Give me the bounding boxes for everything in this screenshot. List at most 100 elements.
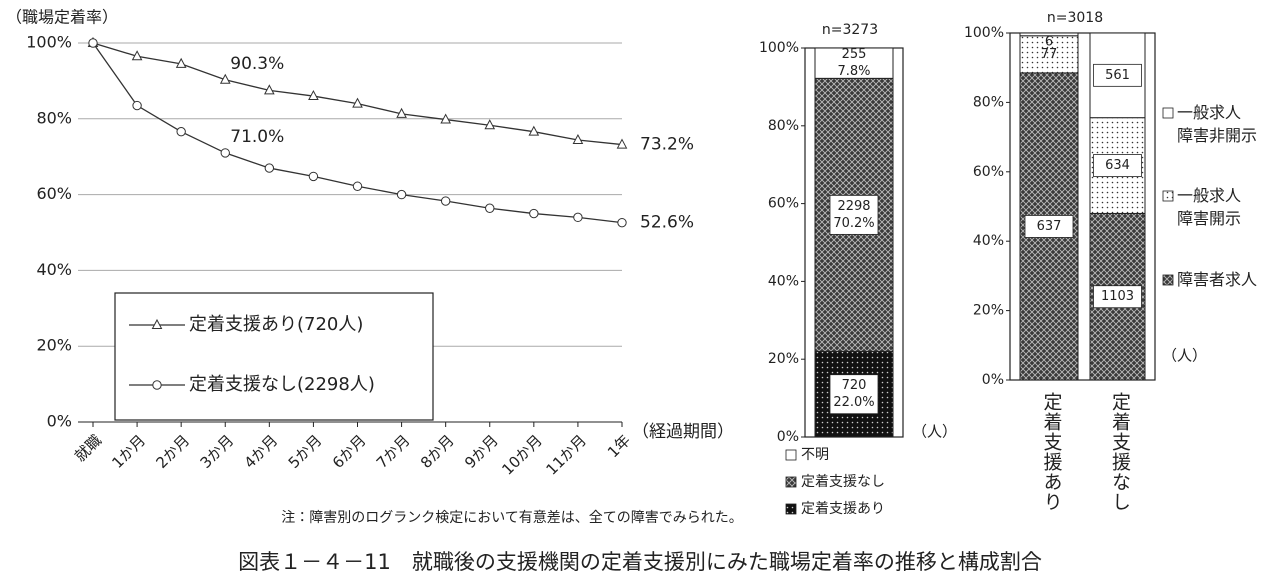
y-tick-label: 40% bbox=[973, 233, 1004, 249]
x-tick-label: 9か月 bbox=[461, 431, 502, 472]
unit-label: （人） bbox=[912, 423, 957, 441]
line-point bbox=[264, 84, 275, 95]
label-box bbox=[829, 194, 879, 235]
count-label: 720 bbox=[842, 378, 867, 393]
x-tick-label: 11か月 bbox=[542, 431, 589, 478]
plot-frame bbox=[1009, 32, 1156, 381]
x-tick-label: 7か月 bbox=[373, 431, 414, 472]
line-point bbox=[528, 125, 540, 136]
x-tick-label: 4か月 bbox=[241, 431, 282, 472]
line-point bbox=[175, 57, 187, 68]
x-tick-label: 2か月 bbox=[152, 431, 193, 472]
y-tick-label: 80% bbox=[36, 108, 72, 127]
y-axis-title: （職場定着率） bbox=[6, 8, 118, 27]
note: 注：障害別のログランク検定において有意差は、全ての障害でみられた。 bbox=[281, 510, 743, 526]
legend-swatch bbox=[1162, 274, 1174, 286]
label-box bbox=[1093, 154, 1142, 177]
label-box bbox=[1093, 63, 1142, 87]
line-point bbox=[617, 217, 627, 228]
line-point bbox=[396, 107, 407, 118]
x-tick-label: 1か月 bbox=[108, 431, 149, 472]
y-tick-label: 100% bbox=[759, 40, 799, 56]
line-point bbox=[176, 126, 186, 137]
y-tick-label: 0% bbox=[982, 372, 1004, 388]
bar-segment bbox=[1019, 35, 1079, 74]
line-point bbox=[484, 119, 496, 130]
line-point bbox=[131, 50, 143, 61]
chart-title: n=3018 bbox=[1047, 10, 1103, 26]
label-box bbox=[1024, 215, 1074, 238]
legend-swatch bbox=[785, 449, 797, 461]
x-axis-title: （経過期間） bbox=[632, 422, 734, 442]
legend-swatch bbox=[785, 503, 797, 515]
value-label: 71.0% bbox=[230, 127, 284, 147]
y-tick-label: 60% bbox=[768, 196, 799, 212]
count-label: 6 bbox=[1045, 35, 1053, 50]
value-label: 22.0% bbox=[833, 395, 874, 410]
bar-segment bbox=[1019, 32, 1079, 37]
line-point bbox=[308, 89, 319, 101]
x-tick-label: 3か月 bbox=[197, 431, 238, 472]
x-tick-label: 10か月 bbox=[498, 431, 545, 478]
count-label: 561 bbox=[1105, 68, 1130, 83]
y-tick-label: 40% bbox=[36, 260, 72, 279]
line-point bbox=[440, 113, 451, 124]
legend-label: 定着支援あり bbox=[801, 500, 885, 517]
y-tick-label: 60% bbox=[973, 164, 1004, 180]
y-tick-label: 20% bbox=[768, 351, 799, 367]
unit-label: （人） bbox=[1162, 347, 1207, 365]
count-label: 637 bbox=[1037, 219, 1062, 234]
value-label: 7.8% bbox=[837, 64, 870, 79]
line-point bbox=[132, 100, 142, 111]
value-label: 52.6% bbox=[640, 213, 694, 233]
x-tick-label: 6か月 bbox=[329, 431, 370, 472]
y-tick-label: 0% bbox=[47, 412, 72, 431]
y-tick-label: 60% bbox=[36, 184, 72, 203]
line-point bbox=[572, 133, 584, 145]
figure-caption: 図表１－４－11 就職後の支援機関の定着支援別にみた職場定着率の推移と構成割合 bbox=[238, 550, 1042, 574]
line-point bbox=[219, 73, 231, 84]
legend-swatch bbox=[1162, 107, 1174, 119]
line-point bbox=[308, 171, 319, 182]
x-tick-label: 5か月 bbox=[285, 431, 326, 472]
bar-segment bbox=[814, 47, 894, 79]
count-label: 2298 bbox=[837, 199, 870, 214]
y-tick-label: 20% bbox=[973, 303, 1004, 319]
legend-label: 不明 bbox=[801, 447, 829, 463]
line-point bbox=[573, 212, 583, 223]
count-label: 255 bbox=[842, 47, 867, 62]
count-label: 634 bbox=[1105, 158, 1130, 173]
y-tick-label: 0% bbox=[777, 429, 799, 445]
value-label: 70.2% bbox=[833, 216, 874, 231]
legend-label: 定着支援あり(720人) bbox=[189, 314, 363, 335]
y-tick-label: 100% bbox=[26, 33, 72, 52]
line-point bbox=[440, 196, 451, 206]
line-point bbox=[352, 97, 363, 108]
value-label: 73.2% bbox=[640, 135, 694, 155]
legend-marker bbox=[152, 380, 162, 390]
y-tick-label: 100% bbox=[964, 25, 1004, 41]
y-tick-label: 40% bbox=[768, 273, 799, 289]
legend-label: 定着支援なし bbox=[801, 473, 885, 490]
value-label: 90.3% bbox=[230, 54, 284, 74]
x-tick-label: 8か月 bbox=[417, 431, 458, 472]
line-point bbox=[264, 163, 275, 173]
chart-title: n=3273 bbox=[822, 22, 878, 38]
series-line bbox=[92, 42, 623, 146]
x-tick-label: 就職 bbox=[71, 431, 105, 465]
legend-swatch bbox=[785, 476, 797, 488]
count-label: 77 bbox=[1041, 47, 1058, 62]
y-tick-label: 80% bbox=[768, 118, 799, 134]
legend-label: 定着支援なし(2298人) bbox=[189, 374, 375, 395]
line-point bbox=[529, 208, 539, 219]
legend-swatch bbox=[1162, 190, 1174, 202]
label-box bbox=[1093, 285, 1142, 309]
line-point bbox=[352, 181, 363, 191]
line-point bbox=[616, 138, 628, 149]
legend-box bbox=[114, 292, 434, 421]
x-tick-label: 1年 bbox=[604, 431, 634, 461]
line-point bbox=[396, 189, 407, 200]
y-tick-label: 20% bbox=[36, 336, 72, 355]
